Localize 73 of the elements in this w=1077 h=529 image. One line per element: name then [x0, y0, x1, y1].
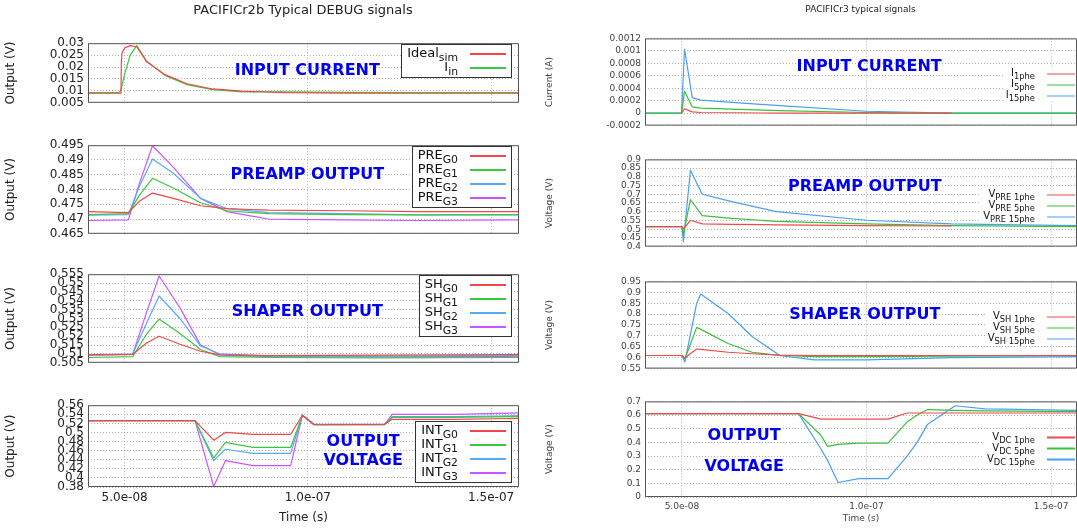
x-tick-label: 5.0e-08	[664, 500, 700, 511]
y-tick-label: 0.465	[49, 225, 84, 240]
y-tick-label: 0.0004	[609, 82, 642, 93]
y-tick-label: 0	[635, 491, 642, 502]
chart-title: PACIFICr3 typical signals	[805, 4, 916, 14]
y-tick-label: 0.015	[49, 71, 84, 86]
y-tick-label: 0.02	[57, 59, 84, 74]
chart-title: PACIFICr2b Typical DEBUG signals	[193, 2, 413, 17]
y-tick-label: 0.8	[626, 308, 642, 319]
annotation: SHAPER OUTPUT	[789, 304, 941, 324]
annotation: INPUT CURRENT	[796, 56, 942, 76]
y-tick-label: 0.0002	[609, 95, 641, 106]
y-axis-title: Output (V)	[3, 286, 18, 351]
y-axis-title: Output (V)	[3, 157, 18, 222]
y-tick-label: 0.025	[49, 47, 84, 62]
y-tick-label: 0.6	[626, 352, 642, 363]
annotation: OUTPUT VOLTAGE	[703, 424, 785, 477]
y-tick-label: 0.475	[49, 196, 84, 211]
y-tick-label: 0.6	[626, 409, 642, 420]
y-tick-label: 0.85	[620, 162, 641, 173]
y-tick-label: 0.1	[626, 477, 641, 488]
y-tick-label: 0.95	[620, 275, 641, 286]
y-tick-label: 0.0008	[609, 57, 642, 68]
y-tick-label: 0.4	[626, 240, 642, 251]
y-axis-title: Output (V)	[3, 41, 18, 105]
y-axis-title: Output (V)	[3, 414, 18, 478]
y-tick-label: 0.45	[620, 232, 641, 243]
y-tick-label: 0.4	[626, 436, 642, 447]
y-tick-label: 0.9	[626, 286, 642, 297]
annotation: INPUT CURRENT	[234, 60, 380, 80]
y-tick-label: 0.3	[626, 450, 641, 461]
y-tick-label: 0.001	[615, 45, 641, 56]
x-axis-title: Time (s)	[278, 509, 328, 524]
annotation: OUTPUT VOLTAGE	[322, 430, 404, 469]
y-tick-label: 0.03	[57, 35, 84, 50]
y-tick-label: 0.485	[49, 166, 84, 181]
y-tick-label: 0.75	[620, 179, 641, 190]
y-axis-title: Voltage (V)	[543, 178, 554, 228]
y-tick-label: 0.5	[626, 223, 641, 234]
y-tick-label: 0	[635, 107, 642, 118]
x-axis-title: Time (s)	[841, 512, 880, 523]
y-tick-label: 0.49	[57, 152, 84, 167]
y-tick-label: -0.0002	[606, 119, 641, 130]
y-tick-label: 0.48	[57, 181, 84, 196]
x-tick-label: 5.0e-08	[101, 490, 148, 505]
y-tick-label: 0.9	[626, 153, 642, 164]
y-tick-label: 0.7	[626, 330, 641, 341]
y-axis-title: Voltage (V)	[543, 424, 554, 475]
x-tick-label: 1.5e-07	[1033, 500, 1069, 511]
y-tick-label: 0.55	[620, 362, 641, 373]
y-tick-label: 0.85	[620, 297, 641, 308]
y-tick-label: 0.55	[620, 214, 641, 225]
y-tick-label: 0.6	[626, 206, 642, 217]
y-tick-label: 0.75	[620, 319, 641, 330]
y-tick-label: 0.7	[626, 395, 641, 406]
x-tick-label: 1.0e-07	[284, 490, 331, 505]
y-axis-title: Current (A)	[543, 57, 554, 107]
annotation: SHAPER OUTPUT	[231, 301, 383, 321]
y-tick-label: 0.0006	[609, 70, 642, 81]
y-tick-label: 0.0012	[609, 32, 641, 43]
y-tick-label: 0.495	[49, 137, 84, 152]
annotation: PREAMP OUTPUT	[787, 176, 942, 196]
y-tick-label: 0.7	[626, 188, 641, 199]
y-tick-label: 0.8	[626, 171, 642, 182]
y-tick-label: 0.47	[57, 211, 84, 226]
annotation: PREAMP OUTPUT	[230, 164, 385, 184]
y-tick-label: 0.65	[620, 341, 641, 352]
x-tick-label: 1.5e-07	[468, 490, 515, 505]
y-tick-label: 0.2	[626, 464, 641, 475]
y-tick-label: 0.5	[626, 423, 641, 434]
x-tick-label: 1.0e-07	[849, 500, 884, 511]
y-axis-title: Voltage (V)	[543, 300, 554, 350]
y-tick-label: 0.65	[620, 197, 641, 208]
